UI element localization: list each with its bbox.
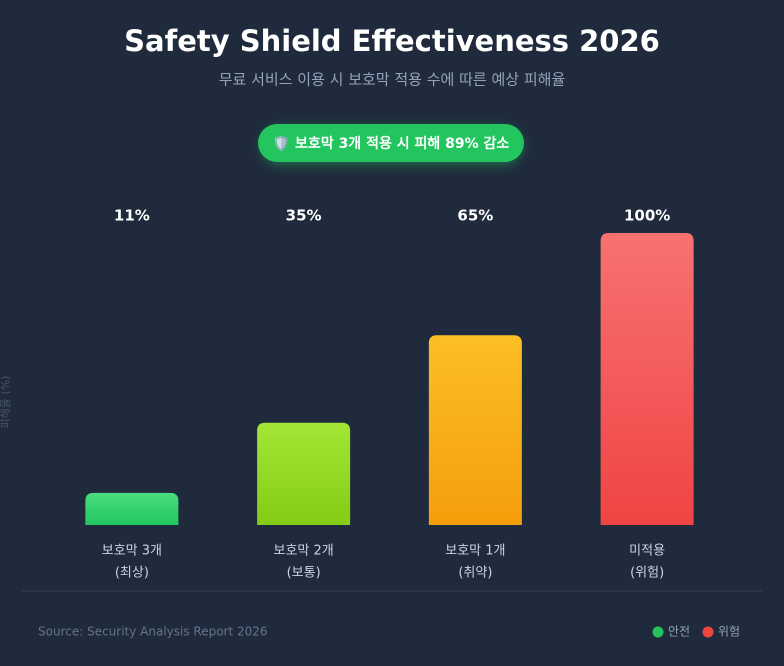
value-label: 65% <box>457 207 493 225</box>
x-tick-label: 보호막 3개 <box>102 544 162 559</box>
value-label: 35% <box>286 207 322 225</box>
x-tick-label: 보호막 1개 <box>445 544 505 559</box>
legend-swatch <box>702 626 714 638</box>
value-label: 11% <box>114 207 150 225</box>
value-label: 100% <box>624 207 670 225</box>
source: Source: Security Analysis Report 2026 <box>38 625 268 639</box>
bar <box>600 233 694 525</box>
badge-text: 🛡️ 보호막 3개 적용 시 피해 89% 감소 <box>273 135 510 152</box>
badge <box>258 124 524 162</box>
x-tick-note: (취약) <box>458 566 492 581</box>
bar <box>85 492 179 525</box>
chart-title: Safety Shield Effectiveness 2026 <box>124 24 660 58</box>
bar <box>428 335 522 525</box>
x-tick-note: (위험) <box>630 566 664 581</box>
chart-subtitle: 무료 서비스 이용 시 보호막 적용 수에 따른 예상 피해율 <box>219 71 566 89</box>
x-tick-label: 미적용 <box>629 544 665 559</box>
x-tick-note: (보통) <box>287 566 321 581</box>
legend-label: 위험 <box>718 625 740 639</box>
legend-swatch <box>652 626 664 638</box>
bar <box>257 422 351 525</box>
x-tick-label: 보호막 2개 <box>274 544 334 559</box>
legend-label: 안전 <box>668 625 690 639</box>
x-tick-note: (최상) <box>115 566 149 581</box>
y-axis-label: 피해율 (%) <box>0 376 12 429</box>
